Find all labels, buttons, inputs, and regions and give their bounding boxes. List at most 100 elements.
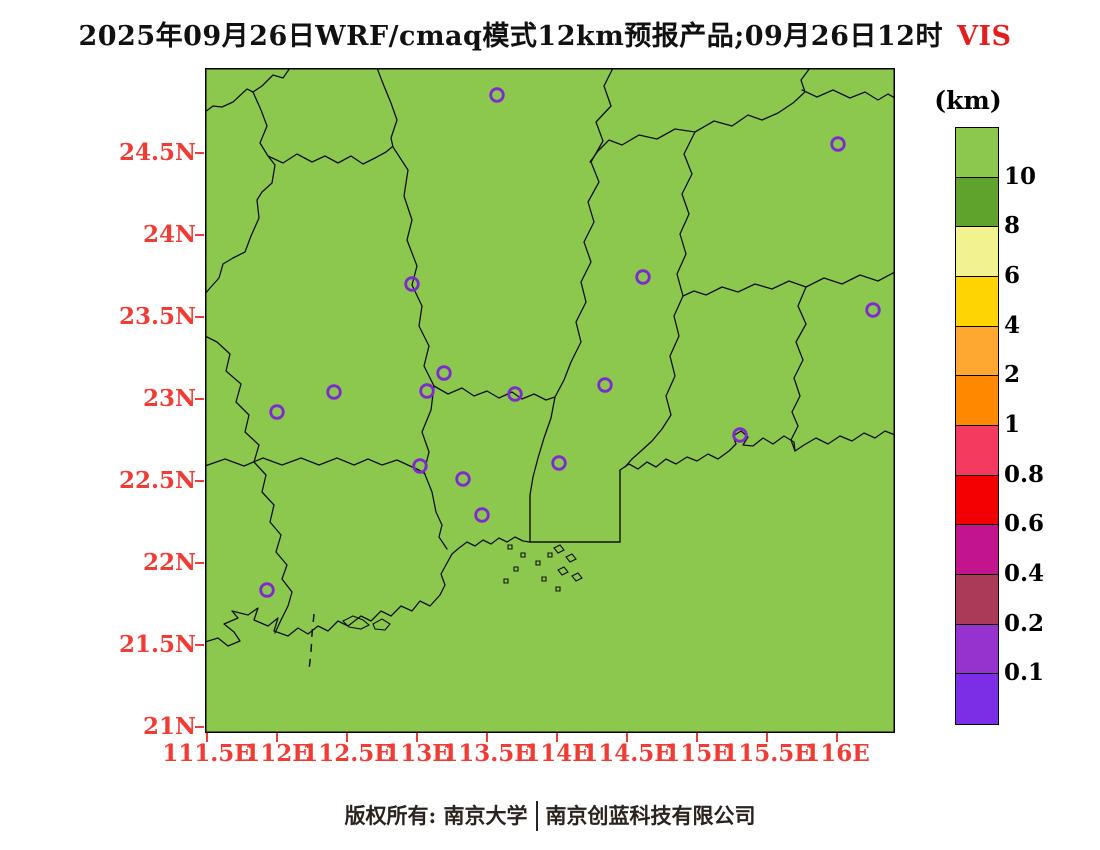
province-boundary xyxy=(624,131,696,468)
copyright-owner-text: 版权所有: 南京大学 xyxy=(344,803,528,828)
colorbar-label: 10 xyxy=(1004,162,1037,190)
station-marker xyxy=(436,365,452,381)
province-boundary xyxy=(376,68,448,550)
province-boundary xyxy=(205,68,291,113)
lat-tick xyxy=(195,234,204,236)
colorbar-unit-label: (km) xyxy=(934,86,1002,115)
station-marker xyxy=(326,384,342,400)
copyright-company-text: 南京创蓝科技有限公司 xyxy=(545,803,756,828)
island-outline xyxy=(535,560,541,566)
map-area xyxy=(205,68,895,733)
province-boundary xyxy=(589,68,811,163)
province-boundary xyxy=(790,286,807,452)
lon-tick xyxy=(626,733,628,742)
station-marker xyxy=(412,458,428,474)
province-boundary xyxy=(619,430,895,471)
lon-tick xyxy=(836,733,838,742)
lon-tick xyxy=(206,733,208,742)
island-outline xyxy=(541,576,547,582)
colorbar-segment xyxy=(956,624,998,675)
island-outline xyxy=(513,566,519,572)
island-outline xyxy=(553,544,565,554)
colorbar-label: 1 xyxy=(1004,411,1021,438)
colorbar-segment xyxy=(956,128,998,178)
colorbar-label: 8 xyxy=(1004,212,1021,240)
lon-axis-label: 112E xyxy=(244,740,310,767)
lon-axis-label: 114.5E xyxy=(582,740,672,767)
lat-axis-label: 21.5N xyxy=(118,631,196,658)
colorbar-label: 0.6 xyxy=(1004,510,1045,538)
station-marker xyxy=(489,87,505,103)
island-outline xyxy=(372,618,391,631)
lat-tick xyxy=(195,562,204,564)
lon-axis-label: 112.5E xyxy=(302,740,392,767)
colorbar-label: 0.4 xyxy=(1004,560,1045,587)
lat-tick xyxy=(195,480,204,482)
lon-tick xyxy=(696,733,698,742)
colorbar xyxy=(955,127,999,725)
province-boundary xyxy=(682,271,895,297)
colorbar-label: 0.1 xyxy=(1004,659,1045,687)
lat-axis-label: 21N xyxy=(142,713,196,740)
colorbar-segment xyxy=(956,475,998,526)
lat-tick xyxy=(195,152,204,154)
colorbar-segment xyxy=(956,326,998,377)
island-outline xyxy=(520,552,526,558)
colorbar-label: 0.8 xyxy=(1004,460,1045,488)
province-boundary xyxy=(267,146,393,165)
station-marker xyxy=(830,136,846,152)
copyright-line: 版权所有: 南京大学 南京创蓝科技有限公司 xyxy=(0,800,1100,835)
station-marker xyxy=(635,269,651,285)
lat-tick xyxy=(195,644,204,646)
station-marker xyxy=(269,404,285,420)
lon-axis-label: 116E xyxy=(804,740,870,767)
lon-axis-label: 111.5E xyxy=(162,740,252,767)
province-boundary xyxy=(205,91,276,295)
title-text: 2025年09月26日WRF/cmaq模式12km预报产品;09月26日12时 xyxy=(78,21,943,52)
island-outline xyxy=(547,552,553,558)
lon-tick xyxy=(486,733,488,742)
station-marker xyxy=(474,507,490,523)
colorbar-segment xyxy=(956,674,998,724)
colorbar-label: 0.2 xyxy=(1004,609,1045,637)
page-title: 2025年09月26日WRF/cmaq模式12km预报产品;09月26日12时 V… xyxy=(0,14,1090,53)
lat-tick xyxy=(195,726,204,728)
lon-axis-label: 113E xyxy=(384,740,450,767)
station-marker xyxy=(597,377,613,393)
lat-axis-label: 23.5N xyxy=(118,303,196,330)
island-outline xyxy=(555,586,561,592)
region-highlight-box xyxy=(529,470,621,543)
lat-axis-label: 23N xyxy=(142,385,196,412)
province-boundary xyxy=(205,335,293,634)
island-outline xyxy=(557,566,569,576)
colorbar-label: 6 xyxy=(1004,262,1021,289)
lon-axis-label: 115.5E xyxy=(722,740,812,767)
colorbar-segment xyxy=(956,525,998,575)
station-marker xyxy=(404,276,420,292)
lon-axis-label: 114E xyxy=(524,740,590,767)
station-marker xyxy=(507,386,523,402)
colorbar-segment xyxy=(956,376,998,426)
island-outline xyxy=(507,544,513,550)
lat-axis-label: 24N xyxy=(142,221,196,248)
lon-axis-label: 115E xyxy=(664,740,730,767)
station-marker xyxy=(259,582,275,598)
island-outline xyxy=(342,615,370,630)
island-outline xyxy=(503,578,509,584)
station-marker xyxy=(419,383,435,399)
colorbar-segment xyxy=(956,425,998,476)
province-boundary xyxy=(433,385,556,401)
station-marker xyxy=(732,427,748,443)
lon-tick xyxy=(346,733,348,742)
separator-bar xyxy=(535,800,538,831)
title-variable-tag: VIS xyxy=(956,21,1012,52)
province-boundary xyxy=(205,536,531,647)
province-boundary xyxy=(529,68,614,496)
station-marker xyxy=(865,302,881,318)
lat-tick xyxy=(195,316,204,318)
station-marker xyxy=(551,455,567,471)
lon-tick xyxy=(416,733,418,742)
colorbar-label: 4 xyxy=(1004,311,1021,339)
lon-tick xyxy=(556,733,558,742)
